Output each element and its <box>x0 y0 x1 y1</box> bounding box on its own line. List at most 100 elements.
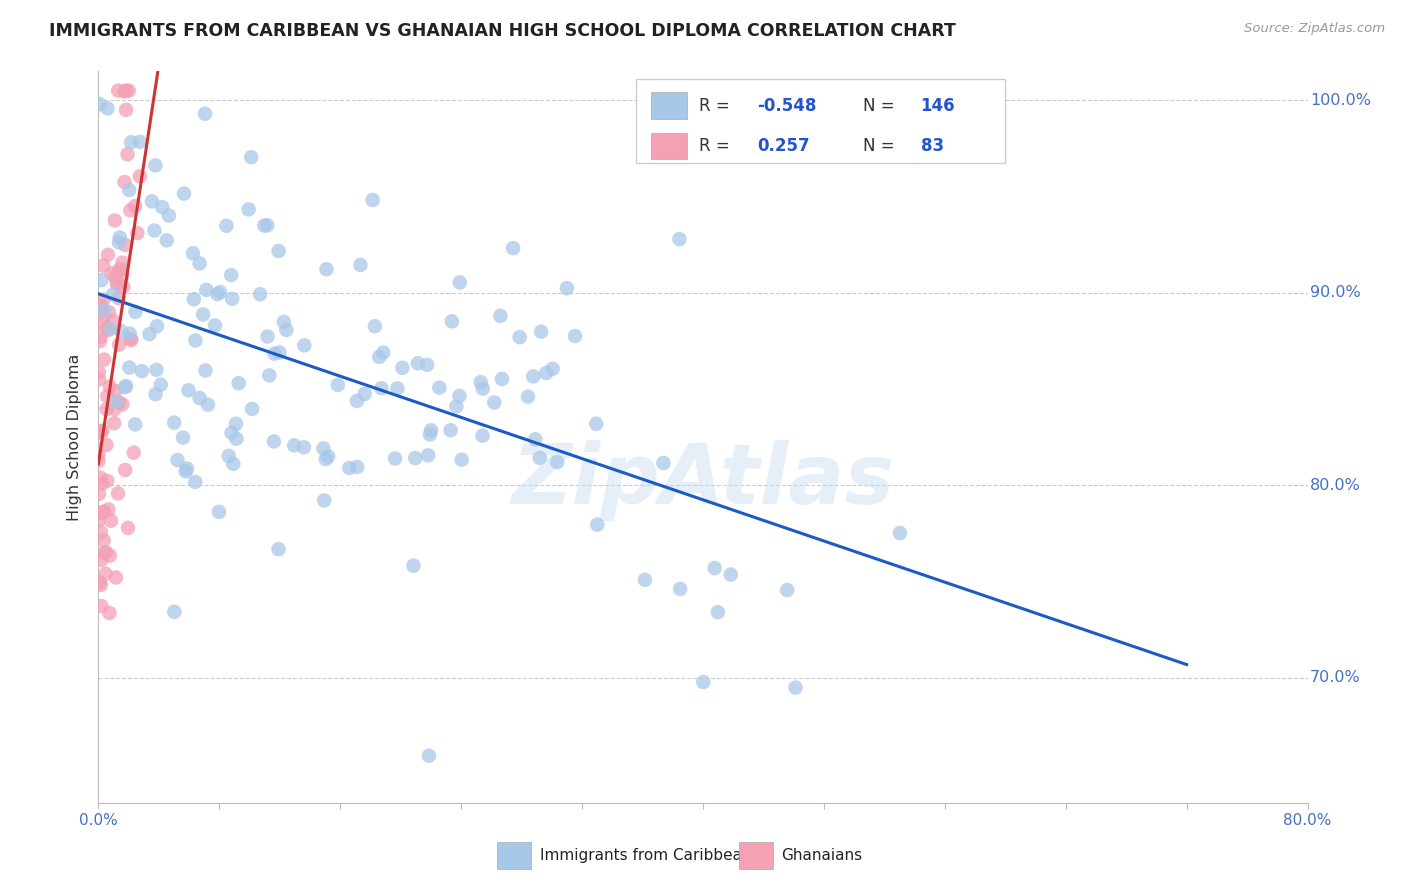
Text: IMMIGRANTS FROM CARIBBEAN VS GHANAIAN HIGH SCHOOL DIPLOMA CORRELATION CHART: IMMIGRANTS FROM CARIBBEAN VS GHANAIAN HI… <box>49 22 956 40</box>
Point <box>87 514 110 528</box>
Point <box>104 213 127 227</box>
Text: R =: R = <box>699 96 735 114</box>
Point <box>427 381 450 395</box>
Point <box>418 448 440 462</box>
Point <box>156 233 179 247</box>
Text: R =: R = <box>699 137 735 155</box>
Point <box>204 318 226 333</box>
Point <box>269 345 291 359</box>
Point <box>489 309 512 323</box>
Point <box>115 103 138 117</box>
Point <box>93 303 115 318</box>
Point <box>256 329 278 343</box>
Point <box>256 219 278 233</box>
Point <box>93 533 115 548</box>
Point <box>208 505 231 519</box>
Point <box>96 320 118 334</box>
Point <box>87 448 110 462</box>
Point <box>90 553 112 567</box>
Point <box>91 476 114 491</box>
Point <box>114 463 136 477</box>
Point <box>585 417 607 431</box>
Point <box>470 375 492 389</box>
Point <box>131 364 153 378</box>
Point <box>353 387 375 401</box>
Point <box>90 273 112 287</box>
Point <box>108 395 131 409</box>
Point <box>889 526 911 541</box>
Point <box>238 202 260 217</box>
Point <box>253 219 276 233</box>
Point <box>114 238 136 252</box>
Point <box>315 262 337 277</box>
Point <box>114 380 136 394</box>
FancyBboxPatch shape <box>651 133 688 160</box>
Point <box>108 235 131 250</box>
Point <box>316 450 339 464</box>
Point <box>692 675 714 690</box>
Point <box>107 84 129 98</box>
Point <box>418 748 440 763</box>
Point <box>114 175 136 189</box>
Point <box>195 283 218 297</box>
Point <box>163 605 186 619</box>
Point <box>87 454 110 468</box>
FancyBboxPatch shape <box>498 841 531 870</box>
Point <box>368 350 391 364</box>
Point <box>91 259 114 273</box>
Point <box>97 248 120 262</box>
Point <box>87 372 110 386</box>
Point <box>104 402 127 417</box>
Point <box>90 330 112 344</box>
Point <box>484 395 506 409</box>
Point <box>96 438 118 452</box>
Point <box>104 384 127 398</box>
Point <box>111 269 134 284</box>
FancyBboxPatch shape <box>637 78 1005 163</box>
Point <box>96 102 118 116</box>
Point <box>292 440 315 454</box>
Point <box>183 292 205 306</box>
Point <box>94 566 117 581</box>
Point <box>634 573 657 587</box>
Point <box>87 365 110 379</box>
Point <box>107 486 129 500</box>
Point <box>225 432 247 446</box>
Point <box>149 377 172 392</box>
Point <box>177 383 200 397</box>
Point <box>785 681 807 695</box>
Point <box>115 379 138 393</box>
Point <box>94 545 117 559</box>
Point <box>221 292 243 306</box>
Point <box>115 84 138 98</box>
Text: 70.0%: 70.0% <box>1310 670 1361 685</box>
Point <box>120 333 142 347</box>
Point <box>387 381 409 395</box>
Point <box>225 417 247 431</box>
Point <box>668 232 690 246</box>
Point <box>349 258 371 272</box>
Point <box>440 314 463 328</box>
Point <box>669 582 692 596</box>
Point <box>172 431 194 445</box>
Point <box>312 442 335 456</box>
Point <box>502 241 524 255</box>
Point <box>384 451 406 466</box>
Point <box>449 276 471 290</box>
Point <box>564 329 586 343</box>
Point <box>207 287 229 301</box>
Point <box>157 209 180 223</box>
Text: Source: ZipAtlas.com: Source: ZipAtlas.com <box>1244 22 1385 36</box>
Point <box>267 542 290 557</box>
Point <box>720 567 742 582</box>
Point <box>536 366 558 380</box>
Point <box>111 255 134 269</box>
Point <box>143 223 166 237</box>
Text: 80.0%: 80.0% <box>1310 478 1361 492</box>
Text: Ghanaians: Ghanaians <box>782 848 863 863</box>
Point <box>471 382 494 396</box>
Point <box>546 455 568 469</box>
Point <box>87 487 110 501</box>
Point <box>98 606 121 620</box>
Point <box>120 332 142 346</box>
